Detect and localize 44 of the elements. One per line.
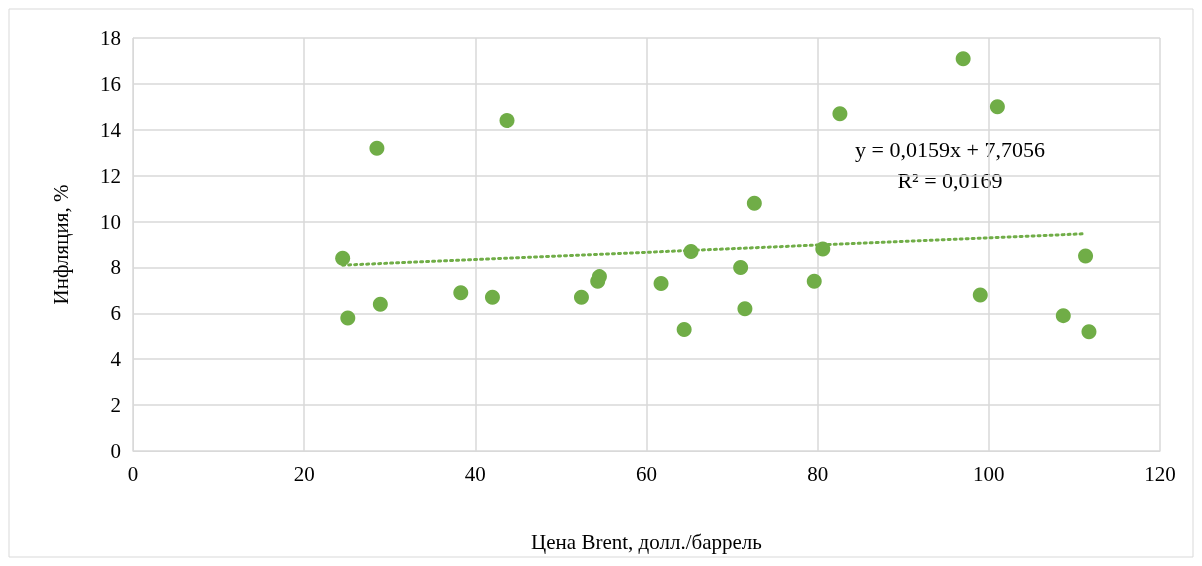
- point: [573, 289, 589, 305]
- y-tick-label: 14: [100, 117, 122, 142]
- point: [653, 276, 669, 291]
- x-tick-label: 0: [127, 461, 139, 486]
- point: [1078, 248, 1094, 264]
- y-tick-label: 4: [110, 347, 122, 372]
- annotation: R² = 0,0169: [897, 167, 1003, 193]
- x-tick-label: 20: [293, 461, 315, 486]
- point: [369, 140, 385, 156]
- point: [832, 106, 848, 122]
- annotation: y = 0,0159x + 7,7056: [855, 136, 1045, 162]
- y-tick-label: 2: [110, 393, 121, 418]
- y-tick-label: 16: [100, 71, 121, 96]
- point: [335, 250, 351, 266]
- y-tick-label: 18: [100, 26, 121, 50]
- y-tick-label: 12: [100, 163, 121, 188]
- x-tick-label: 80: [807, 461, 829, 486]
- point: [1081, 324, 1097, 340]
- point: [499, 113, 515, 129]
- point: [1055, 308, 1071, 324]
- y-tick-label: 0: [110, 439, 121, 463]
- point: [737, 301, 753, 317]
- point: [746, 195, 762, 211]
- point: [733, 259, 749, 275]
- x-axis-title: Цена Brent, долл./баррель: [531, 529, 762, 554]
- point: [340, 310, 356, 326]
- y-tick-label: 6: [110, 301, 121, 326]
- point: [989, 99, 1005, 115]
- x-tick-label: 120: [1144, 461, 1176, 486]
- y-tick-label: 8: [110, 255, 121, 280]
- point: [453, 285, 469, 301]
- point: [372, 296, 388, 312]
- x-tick-label: 60: [636, 461, 657, 486]
- x-tick-label: 40: [464, 461, 486, 486]
- point: [815, 241, 831, 257]
- point: [972, 287, 988, 303]
- point: [484, 289, 500, 305]
- point: [676, 321, 692, 337]
- point: [683, 243, 699, 259]
- point: [955, 51, 971, 67]
- y-tick-label: 10: [100, 209, 121, 234]
- point: [806, 273, 822, 289]
- x-tick-label: 100: [973, 461, 1005, 486]
- y-axis-title: Инфляция, %: [48, 184, 73, 305]
